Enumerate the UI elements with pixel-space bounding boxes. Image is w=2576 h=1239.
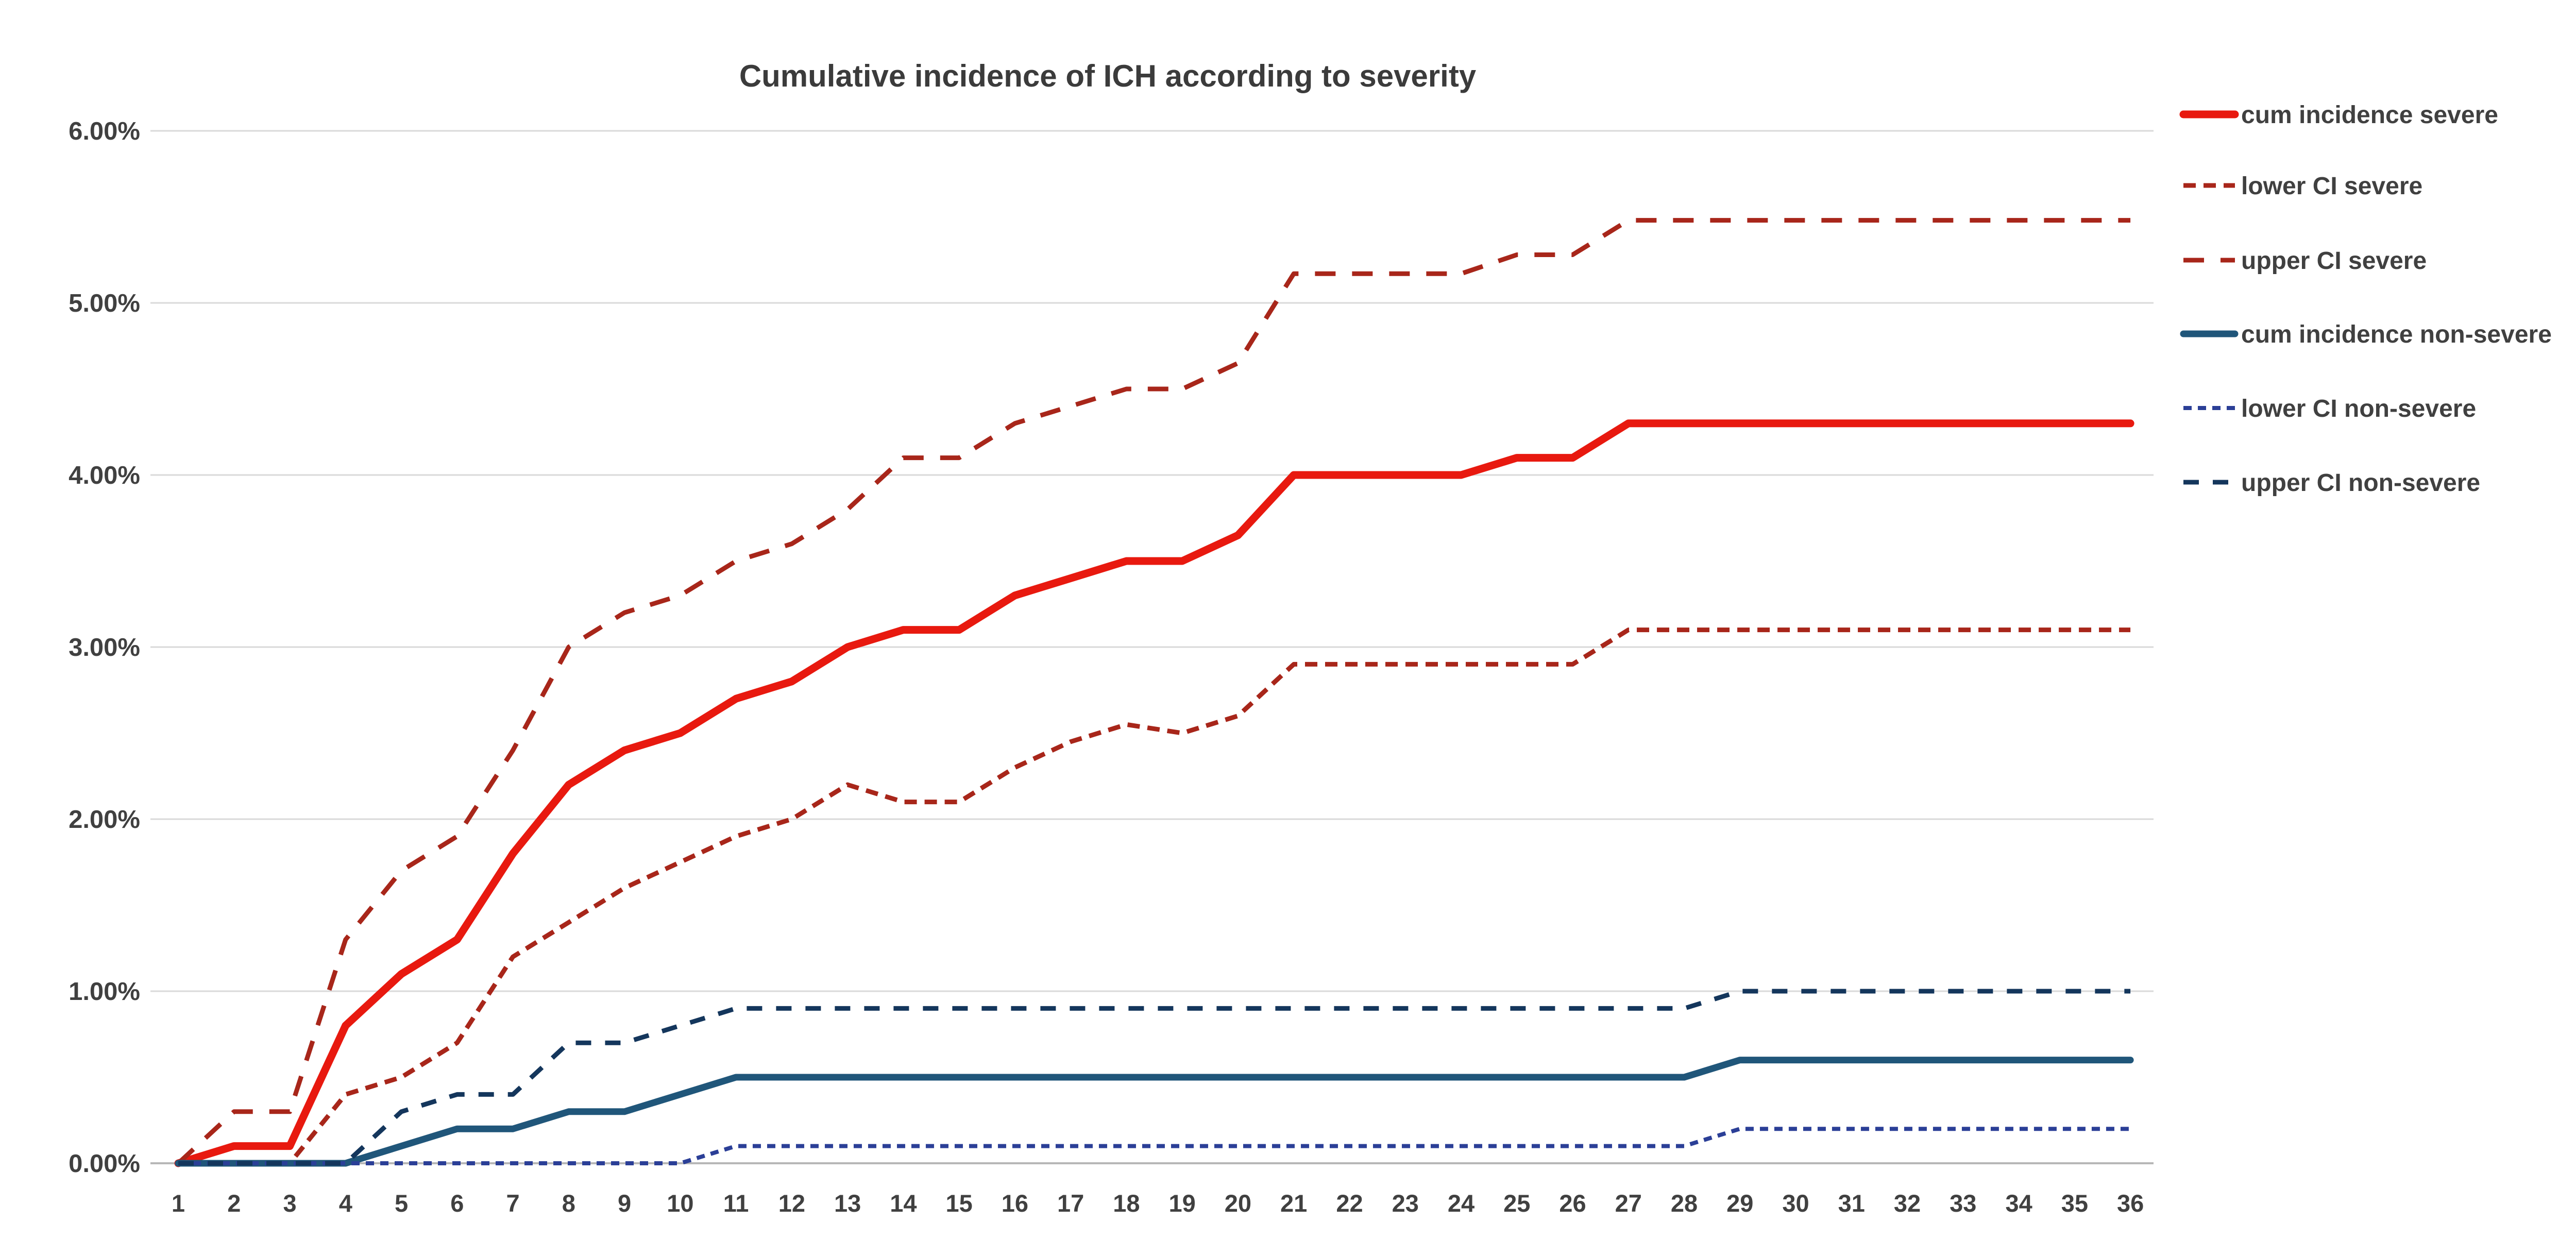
x-tick-label: 7 bbox=[506, 1190, 519, 1217]
x-tick-label: 30 bbox=[1782, 1190, 1809, 1217]
x-tick-label: 28 bbox=[1671, 1190, 1698, 1217]
x-tick-label: 4 bbox=[339, 1190, 352, 1217]
series-line-upper-ci-severe bbox=[176, 218, 2131, 1165]
x-tick-label: 13 bbox=[834, 1190, 861, 1217]
x-tick-label: 21 bbox=[1280, 1190, 1307, 1217]
x-tick-label: 34 bbox=[2005, 1190, 2032, 1217]
x-tick-label: 11 bbox=[723, 1190, 749, 1217]
x-tick-label: 26 bbox=[1559, 1190, 1586, 1217]
series-lines bbox=[174, 218, 2134, 1167]
legend-item-cum-incidence-severe: cum incidence severe bbox=[2179, 101, 2498, 129]
series-line-cum-incidence-non-severe bbox=[175, 1057, 2134, 1167]
x-tick-label: 18 bbox=[1113, 1190, 1140, 1217]
x-tick-label: 17 bbox=[1057, 1190, 1084, 1217]
y-tick-label: 0.00% bbox=[69, 1150, 140, 1178]
legend-label-upper-ci-severe: upper CI severe bbox=[2241, 247, 2427, 275]
legend-label-cum-incidence-non-severe: cum incidence non-severe bbox=[2241, 321, 2552, 348]
x-tick-label: 31 bbox=[1838, 1190, 1865, 1217]
x-tick-label: 24 bbox=[1448, 1190, 1475, 1217]
legend-item-lower-ci-non-severe: lower CI non-severe bbox=[2183, 395, 2476, 422]
x-tick-label: 3 bbox=[283, 1190, 296, 1217]
x-tick-label: 10 bbox=[667, 1190, 693, 1217]
series-line-lower-ci-non-severe bbox=[178, 1127, 2131, 1165]
series-line-cum-incidence-severe bbox=[174, 419, 2134, 1167]
legend-item-upper-ci-severe: upper CI severe bbox=[2183, 247, 2427, 275]
y-tick-label: 4.00% bbox=[69, 462, 140, 489]
series-line-lower-ci-severe bbox=[178, 627, 2131, 1166]
x-tick-label: 23 bbox=[1392, 1190, 1419, 1217]
legend-label-lower-ci-non-severe: lower CI non-severe bbox=[2241, 395, 2476, 422]
x-tick-label: 2 bbox=[227, 1190, 241, 1217]
legend-label-lower-ci-severe: lower CI severe bbox=[2241, 173, 2422, 200]
x-tick-label: 29 bbox=[1726, 1190, 1753, 1217]
x-tick-label: 25 bbox=[1503, 1190, 1530, 1217]
x-tick-label: 9 bbox=[618, 1190, 631, 1217]
gridlines bbox=[150, 130, 2154, 1164]
x-tick-label: 36 bbox=[2117, 1190, 2144, 1217]
y-tick-label: 6.00% bbox=[69, 117, 140, 145]
x-tick-label: 1 bbox=[172, 1190, 185, 1217]
x-tick-label: 5 bbox=[395, 1190, 408, 1217]
x-tick-label: 33 bbox=[1950, 1190, 1976, 1217]
x-tick-label: 27 bbox=[1615, 1190, 1642, 1217]
chart-title: Cumulative incidence of ICH according to… bbox=[739, 59, 1477, 93]
legend-item-upper-ci-non-severe: upper CI non-severe bbox=[2183, 469, 2480, 497]
x-tick-label: 32 bbox=[1894, 1190, 1921, 1217]
y-tick-label: 1.00% bbox=[69, 978, 140, 1006]
x-tick-label: 15 bbox=[945, 1190, 972, 1217]
y-tick-label: 5.00% bbox=[69, 290, 140, 317]
x-tick-label: 16 bbox=[1002, 1190, 1028, 1217]
series-line-upper-ci-non-severe bbox=[178, 989, 2131, 1166]
y-tick-label: 3.00% bbox=[69, 634, 140, 661]
x-tick-label: 35 bbox=[2061, 1190, 2088, 1217]
x-tick-label: 12 bbox=[778, 1190, 805, 1217]
legend-label-cum-incidence-severe: cum incidence severe bbox=[2241, 101, 2498, 129]
y-tick-label: 2.00% bbox=[69, 806, 140, 834]
x-tick-label: 20 bbox=[1225, 1190, 1251, 1217]
legend-label-upper-ci-non-severe: upper CI non-severe bbox=[2241, 469, 2480, 497]
x-tick-label: 6 bbox=[450, 1190, 464, 1217]
x-tick-label: 22 bbox=[1336, 1190, 1363, 1217]
x-tick-label: 19 bbox=[1169, 1190, 1196, 1217]
legend: cum incidence severe lower CI severe upper… bbox=[2179, 101, 2552, 497]
x-tick-label: 14 bbox=[890, 1190, 917, 1217]
x-tick-label: 8 bbox=[562, 1190, 575, 1217]
legend-item-cum-incidence-non-severe: cum incidence non-severe bbox=[2180, 321, 2552, 348]
y-axis-labels: 0.00% 1.00% 2.00% 3.00% 4.00% 5.00% 6.00% bbox=[69, 117, 140, 1178]
legend-item-lower-ci-severe: lower CI severe bbox=[2183, 173, 2422, 200]
x-axis-labels: 1 2 3 4 5 6 7 8 9 10 11 12 13 14 15 16 17 18 19 20 21 22 23 24 2… bbox=[172, 1190, 2144, 1217]
